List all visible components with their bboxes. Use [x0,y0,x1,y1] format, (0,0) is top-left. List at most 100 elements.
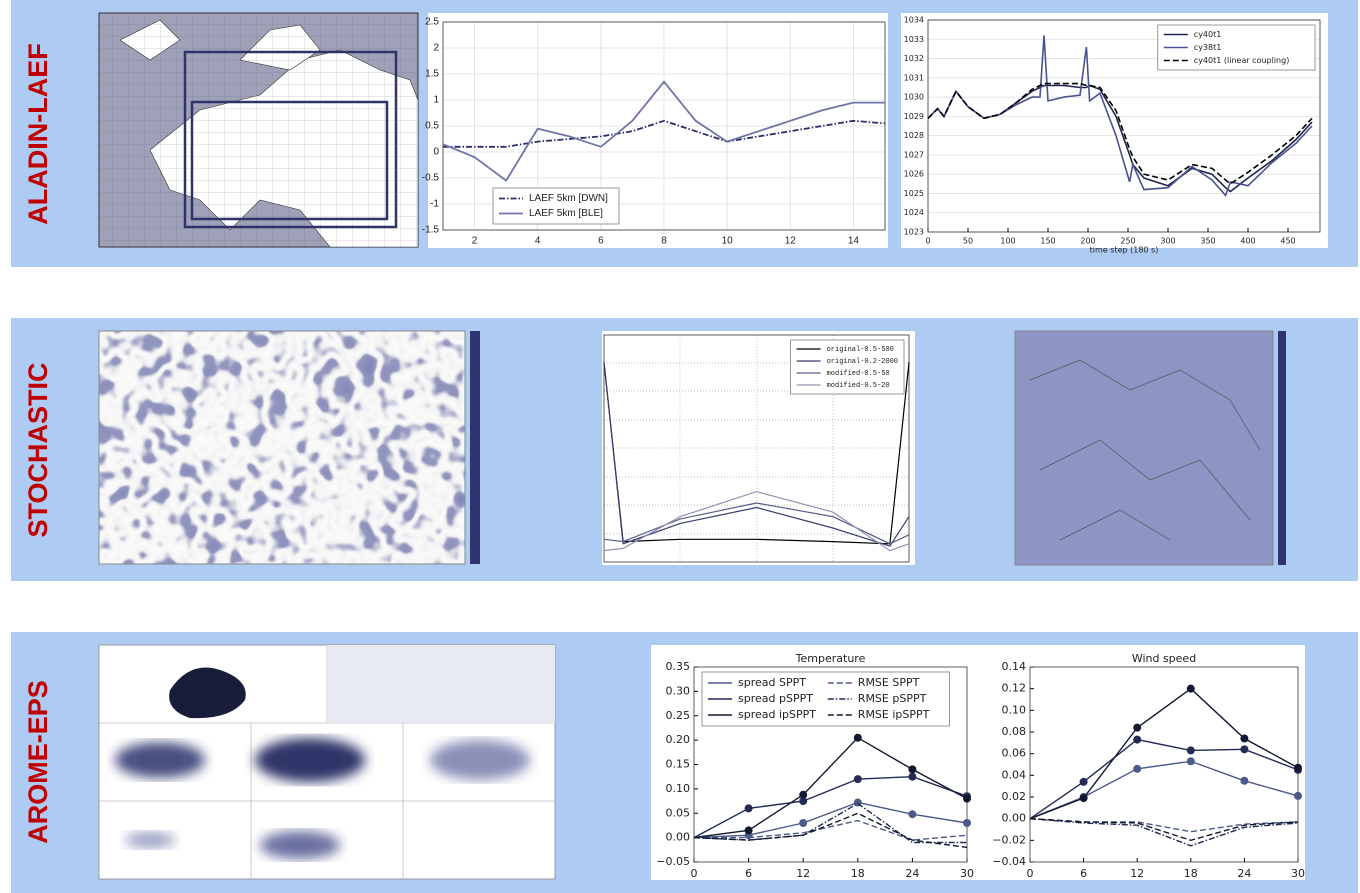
y-tick-label: 0.02 [1002,790,1027,803]
point [1186,757,1195,766]
point [963,794,971,803]
y-tick-label: 0.06 [1002,747,1027,760]
point [908,810,917,819]
series-line [694,819,968,841]
y-tick-label: 2.5 [425,17,439,28]
x-tick-label: 0 [691,867,698,880]
x-tick-label: 8 [661,236,667,247]
point [1186,746,1195,755]
y-tick-label: −0.04 [992,855,1026,868]
x-tick-label: 6 [598,236,604,247]
point [1133,723,1142,732]
x-tick-label: 12 [796,867,810,880]
y-tick-label: 1029 [904,112,924,121]
series-line [1029,818,1299,847]
perturbation-map [1014,330,1286,566]
series-line [693,775,968,839]
point [1240,734,1249,743]
legend-label: RMSE ipSPPT [858,708,930,721]
plot-frame [603,334,910,563]
point [1240,745,1249,754]
y-tick-label: 1027 [904,150,924,159]
point [908,772,917,781]
x-tick-label: 200 [1080,237,1095,246]
y-tick-label: 0 [433,147,439,158]
y-tick-label: -0.5 [422,173,440,184]
series-line [927,35,1313,197]
y-tick-label: 0.10 [666,782,691,795]
series-line [603,490,910,552]
y-tick-label: 0.10 [1002,703,1027,716]
precipitation-maps [98,644,556,880]
point [1294,791,1302,800]
y-tick-label: 0.5 [425,121,439,132]
x-tick-label: 6 [745,867,752,880]
y-tick-label: 0.20 [666,733,691,746]
point [799,819,808,827]
y-tick-label: 0.15 [666,758,691,771]
pattern-map [98,330,480,565]
x-tick-label: 30 [1291,867,1305,880]
y-tick-label: −0.02 [992,833,1026,846]
series-line [693,736,968,839]
x-tick-label: 6 [1080,867,1087,880]
point [908,765,917,774]
point [1133,735,1142,744]
y-tick-label: 1023 [904,228,924,237]
point [1186,684,1195,693]
legend-label: spread SPPT [738,676,806,689]
y-tick-label: 1034 [904,16,924,25]
legend-box [701,671,950,727]
series-line [603,502,910,545]
point [1079,794,1088,803]
series-line [693,812,968,849]
dotted-grid [604,335,909,562]
legend-label: cy40t1 (linear coupling) [1194,56,1290,65]
point [853,775,862,784]
plot-frame [442,21,886,231]
y-tick-label: 0.00 [666,831,691,844]
x-tick-label: 4 [535,236,541,247]
y-tick-label: -1.5 [422,225,440,236]
legend-box [492,187,620,225]
x-tick-label: 100 [1000,237,1015,246]
point [744,804,753,813]
series-line [603,362,910,547]
series-line [443,119,886,148]
y-tick-label: 1028 [904,131,924,140]
legend-label: LAEF 5km [BLE] [529,208,603,219]
section-label: STOCHASTIC [23,362,53,537]
x-tick-label: 250 [1120,237,1135,246]
legend-label: LAEF 5km [DWN] [529,193,608,204]
x-tick-label: 300 [1160,237,1175,246]
y-tick-label: −0.05 [656,855,690,868]
y-tick-label: 1031 [904,73,924,82]
y-tick-label: 1.5 [425,69,439,80]
y-tick-label: 1030 [904,93,924,102]
y-tick-label: -1 [430,199,439,210]
point [1294,763,1302,772]
legend-label: spread ipSPPT [738,708,816,721]
x-tick-label: 350 [1200,237,1215,246]
x-tick-label: 30 [960,867,974,880]
legend-label: cy38t1 [1194,43,1222,52]
legend-label: cy40t1 [1194,30,1222,39]
section-label: ALADIN-LAEF [23,43,53,224]
x-tick-label: 12 [1130,867,1144,880]
legend-label: modified-0.5-50 [827,370,890,378]
series-line [1029,738,1299,820]
y-tick-label: 1025 [904,189,924,198]
y-tick-label: 1026 [904,170,924,179]
y-tick-label: 1024 [904,208,924,217]
x-tick-label: 2 [472,236,478,247]
y-tick-label: 0.30 [666,684,691,697]
series-line [1029,818,1299,842]
legend-label: modified-0.5-20 [827,382,890,390]
domain-map [98,12,419,248]
x-tick-label: 0 [925,237,930,246]
point [853,733,862,742]
y-tick-label: 1033 [904,35,924,44]
point [799,790,808,799]
series-line [693,802,967,844]
x-tick-label: 24 [1237,867,1251,880]
